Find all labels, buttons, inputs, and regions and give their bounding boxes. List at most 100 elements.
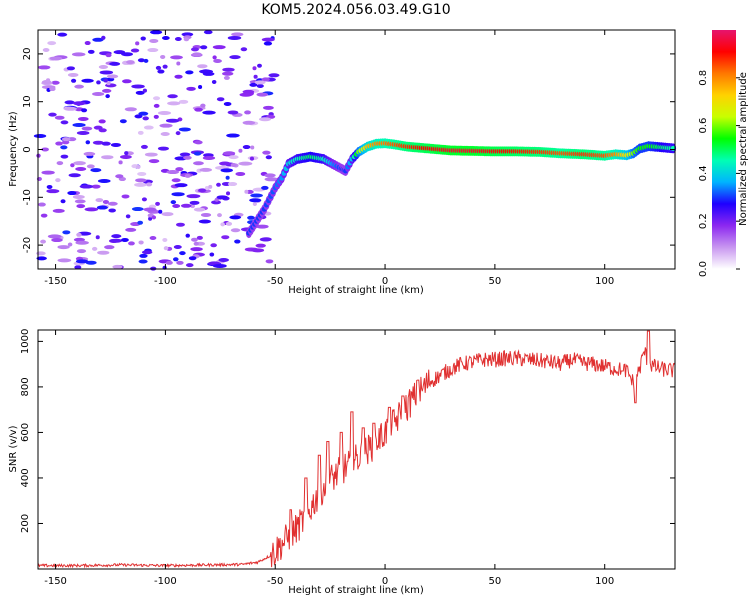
spectrogram-noise-blob [178,99,189,104]
spectrogram-noise-blob [190,47,199,52]
spectrogram-noise-blob [159,123,173,128]
spectrogram-noise-blob [176,61,181,66]
spectrogram-noise-blob [77,116,89,121]
spectrogram-noise-blob [185,263,194,268]
spectrogram-noise-blob [155,65,162,70]
spectrogram-noise-blob [138,259,148,264]
spectrogram-noise-blob [72,194,85,199]
spectrogram-noise-blob [179,152,191,157]
spectrogram-noise-blob [163,246,169,251]
spectrogram-noise-blob [178,127,191,132]
spectrogram-noise-blob [216,97,225,102]
spectrogram-noise-blob [105,53,112,58]
spectrogram-noise-blob [139,253,148,258]
spectrogram-x-ticks: -150 -100 -50 0 50 100 [44,30,614,287]
spectrogram-noise-blob [242,145,251,150]
spectrogram-noise-blob [81,78,94,83]
spectrogram-y-axis-label: Frequency (Hz) [8,111,19,187]
spectrogram-noise-blob [171,192,185,197]
spectrogram-noise-blob [188,256,197,261]
spectrogram-noise-blob [96,80,101,85]
spectrogram-noise-blob [180,203,192,208]
spectrogram-noise-blob [72,101,86,106]
spectrogram-noise-blob [223,101,232,106]
spectrogram-noise-blob [244,189,249,194]
spectrogram-noise-blob [190,247,203,252]
spectrogram-noise-blob [121,194,130,199]
spectrogram-noise-blob [171,178,181,183]
spectrogram-noise-blob [47,41,57,46]
spectrogram-noise-blob [76,204,86,209]
colorbar-label: Normalized spectral amplitude [738,72,749,226]
spectrogram-x-tick-label: -150 [44,276,67,287]
spectrogram-noise-blob [55,141,63,146]
spectrogram-noise-blob [196,235,203,240]
spectrogram-noise-blob [136,164,141,169]
spectrogram-noise-blob [118,160,123,165]
colorbar-tick-label: 0.8 [698,70,709,86]
spectrogram-noise-blob [223,75,230,80]
spectrogram-noise-blob [198,219,211,224]
spectrogram-noise-blob [119,154,132,159]
spectrogram-noise-blob [79,184,94,189]
spectrogram-noise-blob [52,208,65,213]
spectrogram-noise-blob [91,246,98,251]
spectrogram-noise-blob [67,191,77,196]
spectrogram-noise-blob [74,199,86,204]
spectrogram-noise-blob [46,184,53,189]
spectrogram-noise-blob [190,204,196,209]
spectrogram-noise-blob [259,237,272,242]
spectrogram-noise-blob [90,168,102,173]
spectrogram-noise-blob [45,78,51,83]
spectrogram-noise-blob [189,200,200,205]
snr-y-tick-label: 600 [20,423,31,442]
spectrogram-noise-blob [175,131,181,136]
spectrogram-noise-blob [61,140,70,145]
spectrogram-x-tick-label: 100 [595,276,614,287]
spectrogram-noise-blob [73,161,86,166]
spectrogram-noise-blob [138,240,144,245]
spectrogram-noise-blob [200,103,206,108]
spectrogram-noise-blob [138,111,149,116]
snr-x-axis-label: Height of straight line (km) [288,585,424,596]
spectrogram-noise-blob [256,92,269,97]
spectrogram-noise-blob [230,228,241,233]
colorbar-tick-label: 0.4 [698,165,709,181]
spectrogram-noise-blob [249,82,258,87]
spectrogram-noise-blob [212,55,217,60]
spectrogram-noise-blob [251,248,265,253]
spectrogram-noise-blob [157,146,170,151]
snr-y-tick-label: 400 [20,468,31,487]
spectrogram-noise-blob [218,257,230,262]
snr-y-tick-label: 200 [20,514,31,533]
spectrogram-x-tick-label: 50 [489,276,502,287]
spectrogram-noise-blob [165,118,180,123]
spectrogram-noise-blob [46,189,60,194]
colorbar-tick-label: 0.6 [698,118,709,134]
snr-x-tick-label: 50 [489,576,502,587]
snr-x-tick-label: -100 [154,576,177,587]
spectrogram-noise-blob [103,78,109,83]
spectrogram-noise-blob [193,207,206,212]
spectrogram-noise-blob [143,58,149,63]
spectrogram-noise-blob [131,84,145,89]
spectrogram-noise-blob [140,144,148,149]
spectrogram-noise-blob [74,265,82,270]
spectrogram-noise-blob [202,156,216,161]
spectrogram-noise-blob [217,213,222,218]
spectrogram-noise-blob [75,167,87,172]
spectrogram-noise-blob [147,48,159,53]
spectrogram-noise-blob [221,235,230,240]
spectrogram-noise-blob [102,199,109,204]
spectrogram-noise-blob [167,101,181,106]
spectrogram-noise-blob [174,183,188,188]
spectrogram-noise-blob [211,200,221,205]
spectrogram-noise-blob [110,142,122,147]
spectrogram-noise-blob [83,151,96,156]
spectrogram-noise-blob [175,222,185,227]
snr-panel: -150 -100 -50 0 50 100 200 400 600 800 1000 Heigh… [8,329,676,596]
spectrogram-noise-blob [87,49,95,54]
spectrogram-noise-blob [255,224,269,229]
spectrogram-noise-blob [155,201,160,206]
spectrogram-noise-blob [135,41,140,46]
